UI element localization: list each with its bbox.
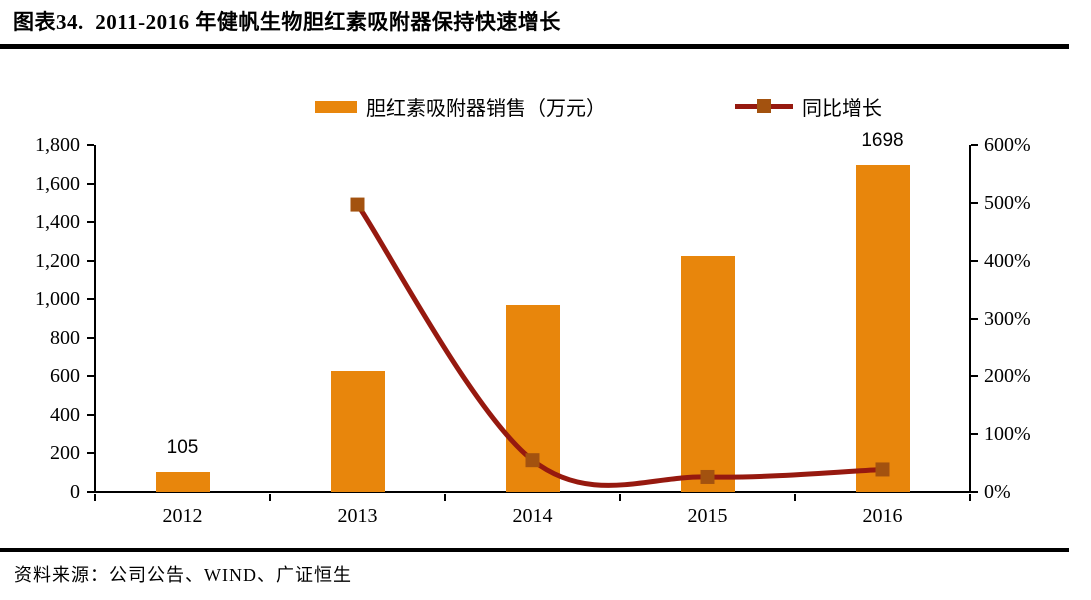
chart-title: 图表34. 2011-2016 年健帆生物胆红素吸附器保持快速增长: [13, 10, 561, 34]
x-axis-tick: [94, 494, 96, 501]
bar-2016: [855, 164, 910, 492]
plot-area: 105 1698: [95, 130, 970, 492]
y-axis-left-tick: [87, 144, 94, 146]
y-axis-right-tick: [971, 375, 978, 378]
y-axis-left-tick: [87, 182, 94, 185]
line-marker-2015: [700, 469, 715, 484]
y-axis-left-tick: [87, 259, 94, 262]
x-axis-tick: [969, 494, 971, 501]
y-axis-left-tick: [87, 452, 94, 455]
y-axis-left-label: 800: [50, 326, 80, 349]
x-axis-label-2014: 2014: [512, 505, 553, 527]
y-axis-left-label: 200: [50, 442, 80, 465]
line-marker-swatch: [757, 99, 771, 113]
y-axis-right-line: [969, 145, 971, 493]
y-axis-right-label: 600%: [984, 134, 1031, 156]
bar-2013: [330, 371, 385, 492]
y-axis-left-tick: [87, 413, 94, 416]
x-axis-label-2013: 2013: [337, 505, 378, 527]
y-axis-right-label: 500%: [984, 191, 1031, 214]
data-label-2012: 105: [166, 436, 199, 458]
y-axis-left-label: 1,000: [35, 288, 80, 311]
source-note: 资料来源：公司公告、WIND、广证恒生: [14, 565, 352, 585]
x-axis-tick: [269, 494, 271, 501]
y-axis-left-label: 1,400: [35, 211, 80, 234]
bar-2012: [155, 471, 210, 492]
line-marker-2013: [350, 197, 365, 212]
data-label-2016: 1698: [861, 129, 904, 151]
y-axis-right-tick: [971, 201, 978, 204]
line-marker-2016: [875, 462, 890, 477]
y-axis-right-tick: [971, 144, 978, 146]
y-axis-right-label: 100%: [984, 423, 1031, 446]
y-axis-right-tick: [971, 491, 978, 493]
y-axis-left-tick: [87, 336, 94, 339]
bar-series-swatch: [315, 100, 357, 113]
legend-item-growth: 同比增长: [735, 92, 882, 121]
y-axis-left-label: 400: [50, 403, 80, 426]
y-axis-right-tick: [971, 259, 978, 262]
y-axis-right-label: 400%: [984, 249, 1031, 272]
y-axis-right-label: 200%: [984, 365, 1031, 388]
line-series-swatch: [735, 99, 793, 113]
y-axis-left-tick: [87, 375, 94, 378]
x-axis-label-2015: 2015: [687, 505, 728, 527]
y-axis-left-label: 1,200: [35, 249, 80, 272]
footer-divider-rule: [0, 548, 1069, 552]
y-axis-left-tick: [87, 298, 94, 301]
y-axis-left-label: 600: [50, 365, 80, 388]
x-axis-label-2012: 2012: [162, 505, 203, 527]
y-axis-left-label: 1,800: [35, 134, 80, 156]
legend-item-sales: 胆红素吸附器销售（万元）: [315, 92, 606, 121]
y-axis-left-tick: [87, 221, 94, 224]
y-axis-right-label: 0%: [984, 481, 1011, 503]
title-divider-rule: [0, 44, 1069, 49]
y-axis-left-tick: [87, 491, 94, 493]
x-axis-tick: [444, 494, 446, 501]
y-axis-right-tick: [971, 433, 978, 436]
x-axis-label-2016: 2016: [862, 505, 903, 527]
y-axis-left-line: [94, 145, 96, 493]
y-axis-right-tick: [971, 317, 978, 320]
x-axis-line: [94, 491, 971, 493]
legend-label-growth: 同比增长: [802, 98, 882, 120]
growth-line-layer: [350, 197, 890, 488]
bar-2015: [680, 255, 735, 492]
legend-label-sales: 胆红素吸附器销售（万元）: [366, 98, 606, 120]
growth-line: [355, 203, 883, 488]
y-axis-left-label: 1,600: [35, 172, 80, 195]
y-axis-right-label: 300%: [984, 307, 1031, 330]
line-marker-2014: [525, 453, 540, 468]
x-axis-tick: [619, 494, 621, 501]
y-axis-left-label: 0: [70, 481, 80, 503]
x-axis-tick: [794, 494, 796, 501]
